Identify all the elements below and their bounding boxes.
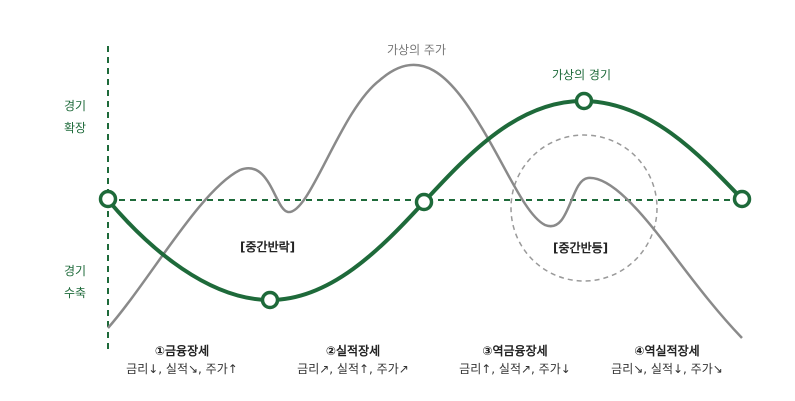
- mid-bounce-label: [중간반등]: [553, 241, 609, 255]
- economy-node-mid: [414, 192, 434, 212]
- expansion-label-line2: 확장: [63, 121, 87, 135]
- stock-curve-label: 가상의 주가: [387, 43, 447, 57]
- phase-4-desc: 금리↘, 실적↓, 주가↘: [611, 362, 723, 376]
- phase-1-title: ①금융장세: [154, 344, 210, 358]
- phase-3-desc: 금리↑, 실적↗, 주가↓: [459, 362, 571, 376]
- phase-1: ①금융장세 금리↓, 실적↘, 주가↑: [97, 342, 267, 378]
- contraction-label-line2: 수축: [63, 286, 87, 300]
- phase-4-title: ④역실적장세: [634, 344, 700, 358]
- economy-node-start: [98, 189, 118, 209]
- stock-curve: [107, 63, 743, 339]
- mid-bounce-circle: [510, 134, 658, 282]
- phase-2-desc: 금리↗, 실적↑, 주가↗: [297, 362, 409, 376]
- phase-4: ④역실적장세 금리↘, 실적↓, 주가↘: [582, 342, 752, 378]
- contraction-label: 경기 수축: [55, 260, 95, 304]
- economy-node-peak: [574, 91, 594, 111]
- phase-3-title: ③역금융장세: [482, 344, 548, 358]
- economy-node-trough: [260, 290, 280, 310]
- economy-curve-label: 가상의 경기: [552, 68, 612, 82]
- phase-2: ②실적장세 금리↗, 실적↑, 주가↗: [268, 342, 438, 378]
- phase-2-title: ②실적장세: [325, 344, 381, 358]
- expansion-label-line1: 경기: [63, 99, 87, 113]
- mid-rebound-label: [중간반락]: [240, 240, 296, 254]
- economy-node-end: [732, 189, 752, 209]
- phase-3: ③역금융장세 금리↑, 실적↗, 주가↓: [430, 342, 600, 378]
- contraction-label-line1: 경기: [63, 264, 87, 278]
- phase-1-desc: 금리↓, 실적↘, 주가↑: [126, 362, 238, 376]
- expansion-label: 경기 확장: [55, 95, 95, 139]
